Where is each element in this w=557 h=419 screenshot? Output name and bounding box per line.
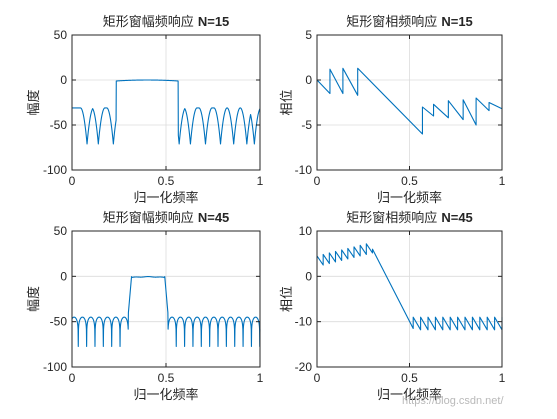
chart-title-sub: N=15 bbox=[198, 14, 229, 29]
y-axis-label: 幅度 bbox=[26, 286, 42, 312]
chart-title-sub: N=45 bbox=[198, 210, 229, 225]
y-tick-label: -10 bbox=[295, 163, 313, 177]
x-axis-label: 归一化频率 bbox=[377, 387, 442, 403]
x-tick-label: 0.5 bbox=[158, 174, 175, 188]
y-tick-label: -20 bbox=[295, 360, 313, 374]
x-axis-label: 归一化频率 bbox=[133, 190, 198, 206]
phase-plot-n15: 0 0.5 1 5 0 -5 -10 矩形窗相频响应 N=15 归一化频率 相位 bbox=[280, 14, 506, 206]
series-line bbox=[71, 276, 261, 348]
x-tick-label: 1 bbox=[257, 371, 264, 385]
phase-plot-n45: 0 0.5 1 10 0 -10 -20 矩形窗相频响应 N=45 归一化频率 相位 bbox=[280, 210, 506, 403]
x-tick-label: 0 bbox=[69, 174, 76, 188]
y-tick-label: -100 bbox=[43, 163, 67, 177]
y-tick-label: 0 bbox=[305, 269, 312, 283]
x-axis-label: 归一化频率 bbox=[133, 387, 198, 403]
chart-title-sub: N=15 bbox=[441, 14, 472, 29]
series-line bbox=[316, 67, 503, 135]
y-tick-label: -50 bbox=[50, 315, 68, 329]
y-tick-label: 0 bbox=[60, 269, 67, 283]
y-axis-label: 幅度 bbox=[26, 89, 42, 115]
x-tick-label: 0.5 bbox=[158, 371, 175, 385]
magnitude-plot-n45: 0 0.5 1 50 0 -50 -100 矩形窗幅频响应 N=45 归一化频率 幅度 bbox=[26, 210, 264, 403]
chart-title: 矩形窗幅频响应 N=15 bbox=[103, 14, 230, 30]
y-tick-label: 50 bbox=[54, 28, 68, 42]
chart-title-main: 矩形窗相频响应 bbox=[346, 210, 441, 226]
chart-title-main: 矩形窗相频响应 bbox=[346, 14, 441, 30]
series-line bbox=[316, 243, 503, 331]
y-tick-label: 0 bbox=[305, 73, 312, 87]
x-tick-label: 1 bbox=[499, 174, 506, 188]
x-tick-label: 0.5 bbox=[401, 174, 418, 188]
chart-title-main: 矩形窗幅频响应 bbox=[103, 14, 198, 30]
y-tick-label: 5 bbox=[305, 28, 312, 42]
y-axis-label: 相位 bbox=[280, 89, 295, 115]
x-tick-label: 1 bbox=[499, 371, 506, 385]
chart-title: 矩形窗相频响应 N=15 bbox=[346, 14, 473, 30]
chart-title: 矩形窗相频响应 N=45 bbox=[346, 210, 473, 226]
y-tick-label: -50 bbox=[50, 118, 68, 132]
x-axis-label: 归一化频率 bbox=[377, 190, 442, 206]
x-tick-label: 0 bbox=[69, 371, 76, 385]
y-tick-label: 50 bbox=[54, 224, 68, 238]
y-tick-label: 0 bbox=[60, 73, 67, 87]
chart-title-main: 矩形窗幅频响应 bbox=[103, 210, 198, 226]
y-tick-label: -10 bbox=[295, 315, 313, 329]
x-tick-label: 0.5 bbox=[401, 371, 418, 385]
chart-title: 矩形窗幅频响应 N=45 bbox=[103, 210, 230, 226]
series-line bbox=[71, 79, 261, 145]
x-tick-label: 0 bbox=[314, 371, 321, 385]
y-tick-label: -5 bbox=[301, 118, 312, 132]
watermark-text: https://blog.csdn.net/ bbox=[402, 395, 504, 407]
y-tick-label: -100 bbox=[43, 360, 67, 374]
x-tick-label: 1 bbox=[257, 174, 264, 188]
y-tick-label: 10 bbox=[299, 224, 313, 238]
chart-title-sub: N=45 bbox=[441, 210, 472, 225]
magnitude-plot-n15: 0 0.5 1 50 0 -50 -100 矩形窗幅频响应 N=15 归一化频率 幅度 bbox=[26, 14, 264, 206]
x-tick-label: 0 bbox=[314, 174, 321, 188]
y-axis-label: 相位 bbox=[280, 286, 295, 312]
